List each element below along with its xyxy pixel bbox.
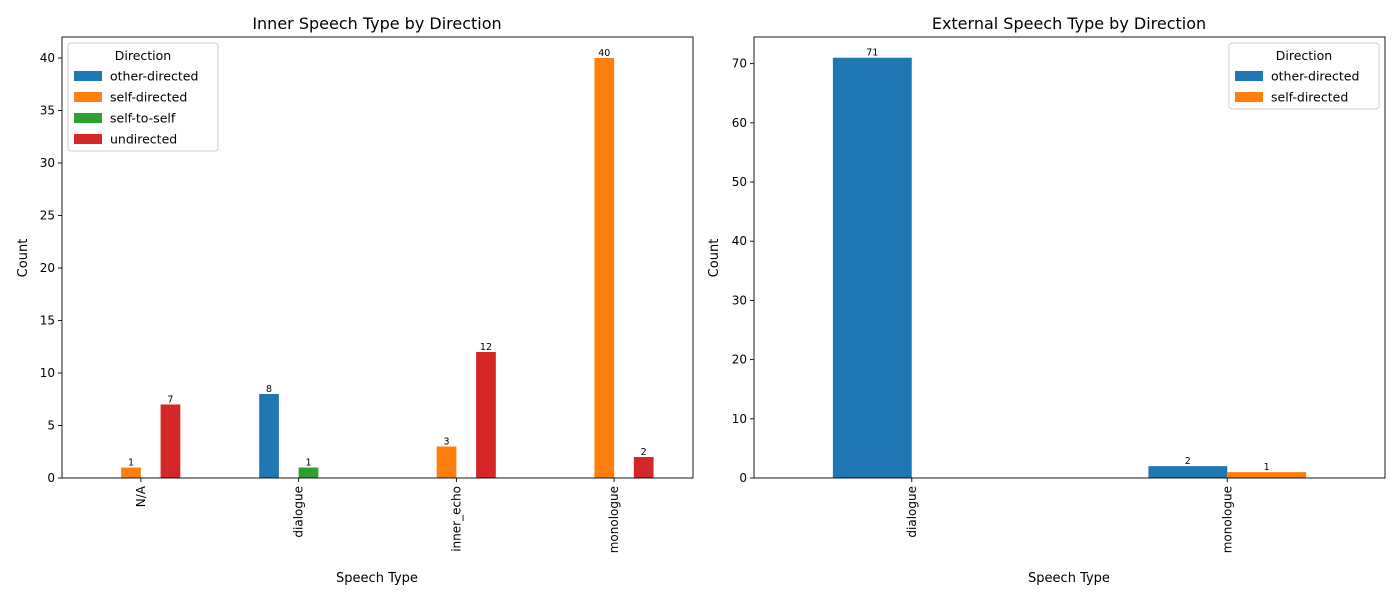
legend-entry-label: other-directed [1271, 69, 1359, 84]
bar-value-label: 1 [305, 458, 311, 469]
y-tick-label: 20 [40, 261, 55, 275]
x-tick-label: dialogue [905, 486, 919, 538]
bar [298, 467, 319, 478]
bar-value-label: 1 [1264, 462, 1270, 473]
y-tick-label: 60 [732, 116, 747, 130]
chart-title: External Speech Type by Direction [932, 14, 1206, 33]
legend-swatch [74, 113, 102, 123]
y-tick-label: 20 [732, 353, 747, 367]
legend-swatch [74, 92, 102, 102]
legend-swatch [1235, 71, 1263, 81]
legend-title: Direction [115, 48, 171, 63]
bar-value-label: 8 [266, 384, 272, 395]
x-axis-label: Speech Type [1028, 571, 1110, 586]
x-tick-label: monologue [607, 486, 621, 553]
legend-swatch [74, 71, 102, 81]
y-tick-label: 15 [40, 314, 55, 328]
bar-value-label: 1 [128, 458, 134, 469]
y-tick-label: 10 [40, 366, 55, 380]
y-tick-label: 0 [47, 471, 55, 485]
y-axis-label: Count [16, 239, 31, 278]
legend: Direction other-directed self-directed [1228, 42, 1380, 110]
plot-frame [61, 36, 694, 479]
bar-value-label: 7 [167, 395, 173, 406]
legend-entry-label: self-directed [110, 90, 187, 105]
y-tick-label: 50 [732, 175, 747, 189]
y-axis-label: Count [707, 239, 722, 278]
bar-value-label: 2 [641, 447, 647, 458]
y-tick-label: 5 [47, 419, 55, 433]
legend-box [1228, 42, 1380, 110]
bar-value-label: 40 [598, 48, 610, 59]
y-tick-label: 40 [40, 51, 55, 65]
legend-box [67, 42, 219, 152]
bar [832, 57, 912, 479]
y-tick-label: 25 [40, 209, 55, 223]
bar [1148, 466, 1228, 478]
legend-title: Direction [1276, 48, 1332, 63]
plot-area: 0 5 10 15 20 25 30 35 40 N/A dialogue inner_echo mon… [40, 48, 654, 553]
legend-entry-label: other-directed [110, 69, 198, 84]
legend-entry-label: undirected [110, 132, 177, 147]
x-tick-label: inner_echo [449, 486, 463, 552]
bar-value-label: 12 [480, 342, 492, 353]
external-speech-chart: External Speech Type by Direction Speech… [707, 14, 1386, 586]
legend-swatch [74, 134, 102, 144]
bar [594, 58, 615, 478]
inner-speech-chart: Inner Speech Type by Direction Speech Ty… [16, 14, 694, 586]
bar [476, 352, 496, 478]
y-tick-label: 30 [732, 293, 747, 307]
chart-title: Inner Speech Type by Direction [252, 14, 501, 33]
legend: Direction other-directed self-directed self… [67, 42, 219, 152]
y-tick-label: 0 [739, 471, 747, 485]
bar [160, 404, 181, 478]
x-tick-label: dialogue [292, 486, 306, 538]
bar-value-label: 3 [443, 437, 449, 448]
legend-entry-label: self-to-self [110, 111, 176, 126]
plot-frame [753, 36, 1386, 479]
y-tick-label: 30 [40, 156, 55, 170]
legend-entry-label: self-directed [1271, 90, 1348, 105]
y-tick-label: 70 [732, 57, 747, 71]
bar [259, 394, 279, 478]
bar [121, 467, 141, 478]
bar-value-label: 71 [866, 48, 878, 59]
y-tick-label: 10 [732, 412, 747, 426]
legend-swatch [1235, 92, 1263, 102]
bar [436, 446, 457, 478]
x-axis-label: Speech Type [336, 571, 418, 586]
bar-value-label: 2 [1185, 456, 1191, 467]
bar [633, 457, 654, 478]
x-tick-label: N/A [134, 485, 148, 507]
y-tick-label: 40 [732, 234, 747, 248]
plot-area: 0 10 20 30 40 50 60 70 dialogue monologue 71 2 1 [732, 48, 1307, 553]
bar [1227, 472, 1307, 478]
y-tick-label: 35 [40, 104, 55, 118]
x-tick-label: monologue [1220, 486, 1234, 553]
